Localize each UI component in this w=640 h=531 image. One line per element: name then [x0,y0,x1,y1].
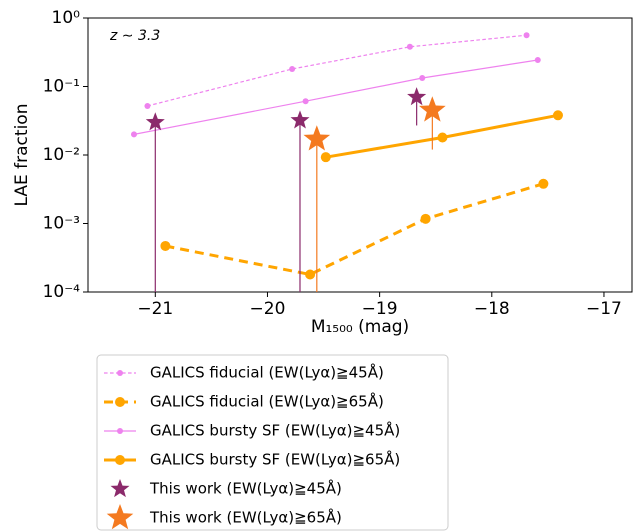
y-axis-label: LAE fraction [12,104,32,207]
annotation: z ∼ 3.3 [109,28,160,44]
data-point [534,56,541,63]
data-point [552,110,563,121]
legend-marker [110,479,130,498]
legend-label: GALICS bursty SF (EW(Lyα)≧45Å) [150,421,400,440]
legend-marker [106,504,134,530]
legend-marker [117,428,123,434]
data-point [437,132,448,143]
y-tick-label: 10⁻² [43,145,80,165]
data-point [145,112,165,131]
data-point [302,98,309,105]
x-tick-label: −18 [474,299,510,319]
legend-label: This work (EW(Lyα)≧65Å) [149,508,342,527]
data-point [406,43,413,50]
data-point [419,96,446,122]
legend-label: GALICS bursty SF (EW(Lyα)≧65Å) [150,450,400,469]
data-point [160,240,171,251]
y-tick-label: 10⁻³ [43,214,80,234]
series-line [133,59,538,135]
legend-box [96,354,449,531]
data-point [538,178,549,189]
data-point [320,152,331,163]
x-tick-label: −17 [586,299,622,319]
y-tick-label: 10⁰ [52,8,81,28]
y-tick-label: 10⁻⁴ [43,282,81,302]
legend-marker [115,455,125,465]
x-tick-label: −20 [250,299,286,319]
legend-marker [117,370,123,376]
data-point [420,213,431,224]
data-point [303,125,331,151]
data-point [523,32,530,39]
legend-marker [115,397,125,407]
data-point [289,66,296,73]
x-tick-label: −21 [137,299,173,319]
x-tick-label: −19 [362,299,398,319]
legend-label: GALICS fiducial (EW(Lyα)≧45Å) [150,363,384,382]
legend-label: GALICS fiducial (EW(Lyα)≧65Å) [150,392,384,411]
data-point [305,269,316,280]
data-point [130,131,137,138]
y-tick-label: 10⁻¹ [43,77,80,97]
series-line [147,34,527,107]
x-axis-label: M₁₅₀₀ (mag) [311,317,409,337]
data-point [290,110,310,129]
data-point [407,87,427,106]
legend-label: This work (EW(Lyα)≧45Å) [149,479,342,498]
series-line [165,182,544,277]
data-point [419,75,426,82]
data-point [144,102,151,109]
